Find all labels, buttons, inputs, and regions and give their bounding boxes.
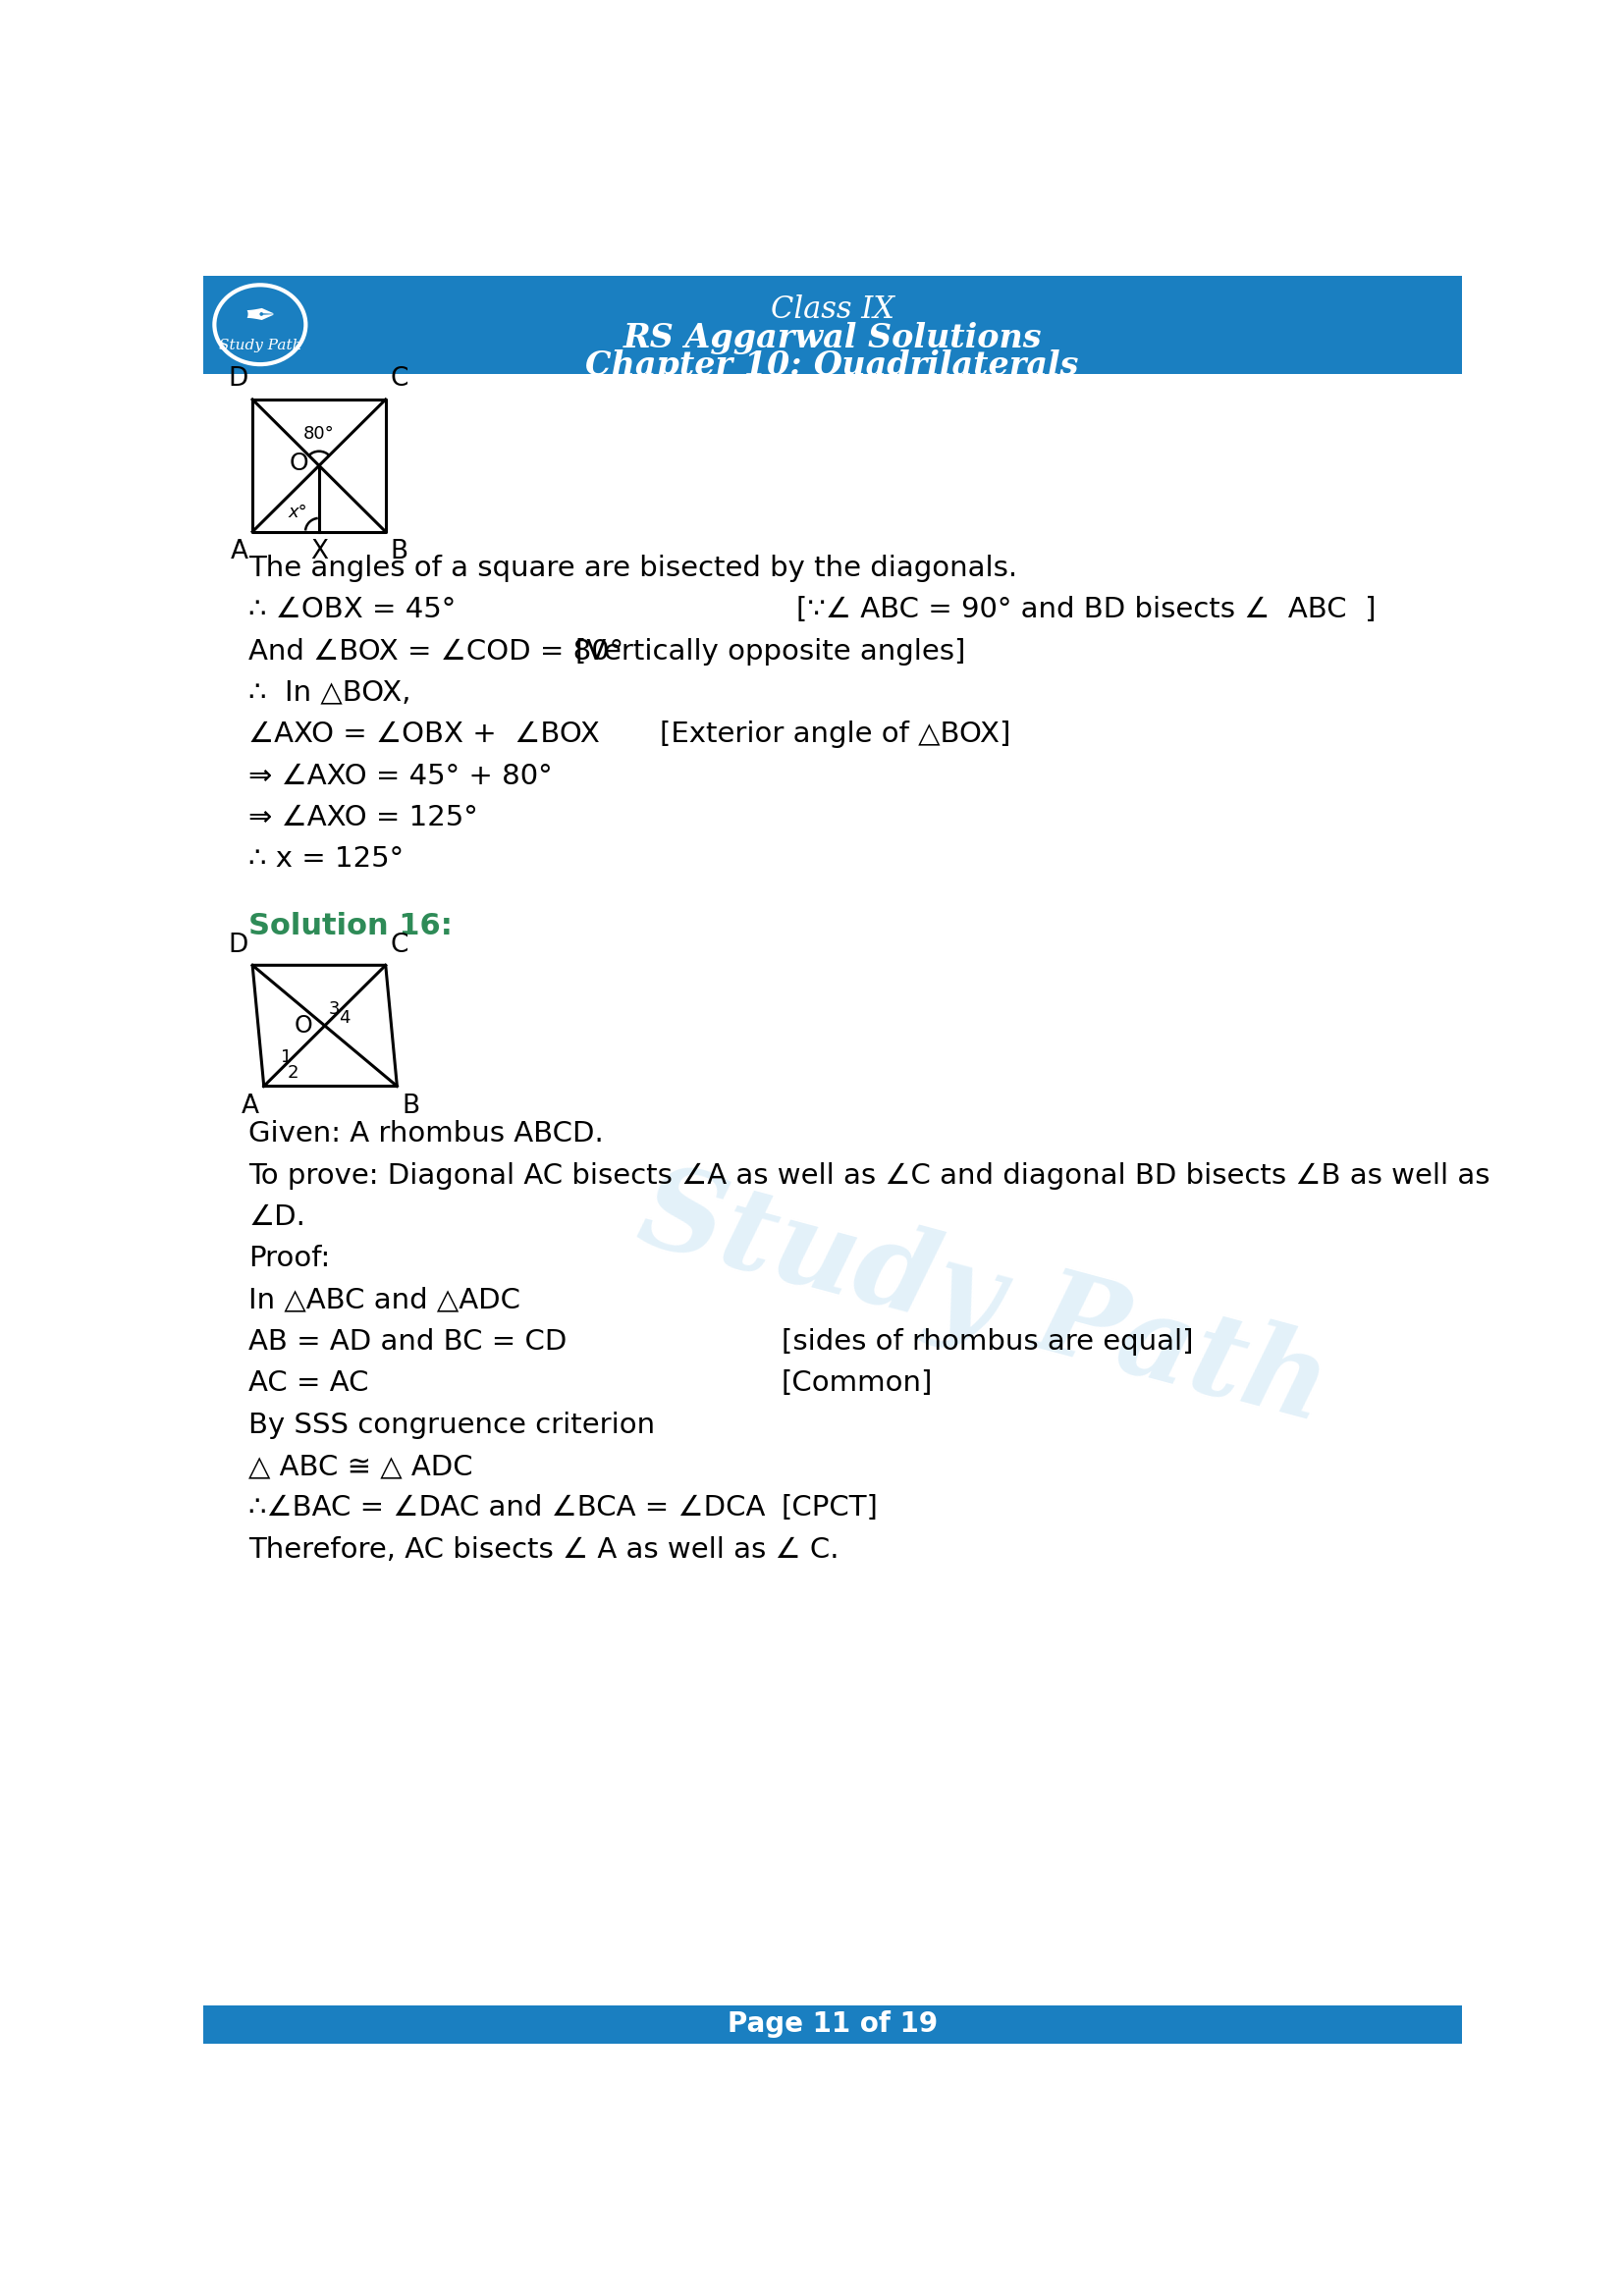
Text: 80°: 80° xyxy=(304,425,335,443)
Text: Study Path: Study Path xyxy=(627,1155,1340,1446)
Text: D: D xyxy=(227,367,248,393)
Text: 2: 2 xyxy=(287,1063,299,1081)
Text: Class IX: Class IX xyxy=(770,294,895,324)
Text: AC = AC: AC = AC xyxy=(248,1371,369,1396)
Text: [sides of rhombus are equal]: [sides of rhombus are equal] xyxy=(781,1327,1194,1355)
Text: ∠D.: ∠D. xyxy=(248,1203,305,1231)
Text: ⇒ ∠AXO = 45° + 80°: ⇒ ∠AXO = 45° + 80° xyxy=(248,762,552,790)
Text: X: X xyxy=(310,540,328,565)
Text: By SSS congruence criterion: By SSS congruence criterion xyxy=(248,1412,654,1440)
Text: ∴  In △BOX,: ∴ In △BOX, xyxy=(248,680,411,707)
Text: Solution 16:: Solution 16: xyxy=(248,912,453,941)
Text: [Common]: [Common] xyxy=(781,1371,932,1396)
Text: Study Path: Study Path xyxy=(219,340,302,354)
Text: Proof:: Proof: xyxy=(248,1244,330,1272)
Text: AB = AD and BC = CD: AB = AD and BC = CD xyxy=(248,1327,567,1355)
Text: O: O xyxy=(289,452,309,475)
Text: [Exterior angle of △BOX]: [Exterior angle of △BOX] xyxy=(659,721,1010,748)
Text: 4: 4 xyxy=(339,1010,351,1026)
Text: Therefore, AC bisects ∠ A as well as ∠ C.: Therefore, AC bisects ∠ A as well as ∠ C… xyxy=(248,1536,840,1564)
Text: Page 11 of 19: Page 11 of 19 xyxy=(728,2011,937,2039)
Text: 1: 1 xyxy=(281,1049,292,1065)
Text: ∠AXO = ∠OBX +  ∠BOX: ∠AXO = ∠OBX + ∠BOX xyxy=(248,721,599,748)
Bar xyxy=(203,2007,1462,2043)
Text: C: C xyxy=(390,367,408,393)
Text: x°: x° xyxy=(287,503,307,521)
Text: A: A xyxy=(242,1093,260,1118)
Text: [CPCT]: [CPCT] xyxy=(781,1495,879,1522)
Text: B: B xyxy=(401,1093,419,1118)
Text: A: A xyxy=(231,540,248,565)
Text: D: D xyxy=(227,932,248,957)
Text: Chapter 10: Quadrilaterals: Chapter 10: Quadrilaterals xyxy=(586,349,1078,381)
Text: The angles of a square are bisected by the diagonals.: The angles of a square are bisected by t… xyxy=(248,553,1018,581)
Text: ∴ ∠OBX = 45°: ∴ ∠OBX = 45° xyxy=(248,597,456,625)
Text: B: B xyxy=(390,540,408,565)
Text: And ∠BOX = ∠COD = 80°: And ∠BOX = ∠COD = 80° xyxy=(248,638,624,666)
Text: Given: A rhombus ABCD.: Given: A rhombus ABCD. xyxy=(248,1120,604,1148)
Text: RS Aggarwal Solutions: RS Aggarwal Solutions xyxy=(624,321,1041,356)
Text: C: C xyxy=(390,932,408,957)
Text: To prove: Diagonal AC bisects ∠A as well as ∠C and diagonal BD bisects ∠B as wel: To prove: Diagonal AC bisects ∠A as well… xyxy=(248,1162,1491,1189)
Text: 3: 3 xyxy=(328,1001,339,1017)
Text: ⇒ ∠AXO = 125°: ⇒ ∠AXO = 125° xyxy=(248,804,477,831)
Text: ∴ x = 125°: ∴ x = 125° xyxy=(248,845,404,872)
Text: In △ABC and △ADC: In △ABC and △ADC xyxy=(248,1286,521,1313)
Text: O: O xyxy=(294,1015,312,1038)
Text: ✒: ✒ xyxy=(244,298,276,335)
Text: [Vertically opposite angles]: [Vertically opposite angles] xyxy=(577,638,966,666)
Bar xyxy=(203,276,1462,374)
Text: △ ABC ≅ △ ADC: △ ABC ≅ △ ADC xyxy=(248,1453,473,1481)
Text: ∴∠BAC = ∠DAC and ∠BCA = ∠DCA: ∴∠BAC = ∠DAC and ∠BCA = ∠DCA xyxy=(248,1495,765,1522)
Text: [∵∠ ABC = 90° and BD bisects ∠  ABC  ]: [∵∠ ABC = 90° and BD bisects ∠ ABC ] xyxy=(796,597,1376,625)
